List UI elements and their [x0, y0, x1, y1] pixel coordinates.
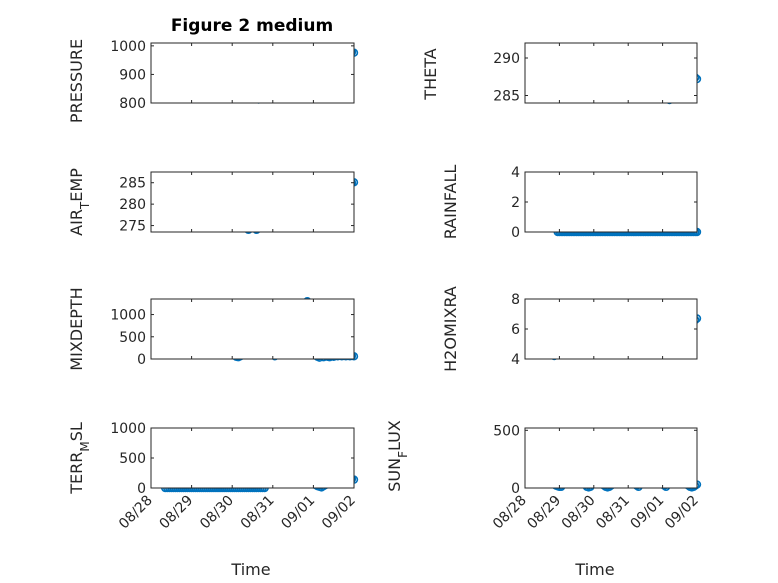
ylabel-sun-flux: SUNFLUX	[385, 420, 410, 492]
x-tick-label: 08/29	[524, 493, 564, 533]
x-tick-label: 09/01	[278, 493, 318, 533]
y-tick-label: 1000	[110, 421, 146, 437]
xlabel-time: Time	[230, 560, 270, 579]
x-tick-label: 08/30	[197, 493, 237, 533]
y-tick-label: 1000	[110, 39, 146, 55]
ylabel-theta: THETA	[421, 48, 440, 100]
ylabel-mixdepth: MIXDEPTH	[67, 287, 86, 370]
y-tick-label: 275	[119, 219, 146, 235]
x-tick-label: 08/30	[559, 493, 599, 533]
axes-box	[524, 42, 698, 104]
ylabel-air-temp: AIRTEMP	[67, 168, 92, 236]
axes-box	[524, 298, 698, 360]
subplot-mixdepth: MIXDEPTH 0 500 1000	[67, 287, 359, 371]
y-tick-label: 0	[511, 225, 520, 241]
y-tick-label: 4	[511, 165, 520, 181]
y-tick-label: 500	[119, 330, 146, 346]
x-tick-label: 09/02	[662, 493, 702, 533]
y-tick-label: 290	[493, 51, 520, 67]
y-tick-label: 280	[119, 197, 146, 213]
y-tick-label: 285	[119, 176, 146, 192]
axes-box	[150, 42, 355, 104]
axes-box	[150, 298, 355, 360]
y-tick-label: 8	[511, 292, 520, 308]
y-tick-label: 4	[511, 352, 520, 368]
figure-title: Figure 2 medium	[171, 16, 333, 36]
subplot-rainfall: RAINFALL 0 2 4	[441, 165, 702, 241]
xlabel-time: Time	[574, 560, 614, 579]
axes-box	[150, 171, 355, 233]
y-tick-label: 500	[119, 451, 146, 467]
subplot-theta: THETA 285 290	[421, 42, 702, 105]
ylabel-h2omixra: H2OMIXRA	[441, 286, 460, 372]
axes-box	[524, 427, 698, 489]
x-tick-label: 09/01	[628, 493, 668, 533]
subplot-air-temp: AIRTEMP 275 280 285	[67, 168, 359, 236]
y-tick-label: 285	[493, 89, 520, 105]
x-tick-label: 08/29	[157, 493, 197, 533]
y-tick-label: 800	[119, 96, 146, 112]
axes-box	[150, 427, 355, 489]
y-tick-label: 2	[511, 195, 520, 211]
x-tick-label: 09/02	[319, 493, 359, 533]
ylabel-pressure: PRESSURE	[67, 39, 86, 123]
x-tick-label: 08/31	[593, 493, 633, 533]
y-tick-label: 500	[493, 423, 520, 439]
axes-box	[524, 171, 698, 233]
x-tick-label: 08/28	[116, 493, 156, 533]
y-tick-label: 1000	[110, 308, 146, 324]
y-tick-label: 0	[511, 481, 520, 497]
y-tick-label: 900	[119, 67, 146, 83]
subplot-pressure: PRESSURE 800 900 1000	[67, 39, 359, 123]
ylabel-terr-msl: TERRMSL	[67, 422, 92, 495]
y-tick-label: 0	[137, 352, 146, 368]
y-tick-label: 6	[511, 322, 520, 338]
y-tick-label: 0	[137, 481, 146, 497]
subplot-sun-flux: SUNFLUX 0 500 08/2808/2908/3008/3109/0109/…	[385, 420, 702, 532]
x-tick-label: 08/31	[238, 493, 278, 533]
x-tick-label: 08/28	[490, 493, 530, 533]
ylabel-rainfall: RAINFALL	[441, 165, 460, 240]
subplot-h2omixra: H2OMIXRA 4 6 8	[441, 286, 702, 372]
